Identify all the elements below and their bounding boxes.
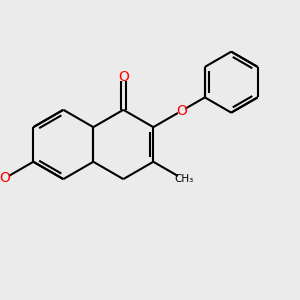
Text: O: O: [0, 171, 10, 185]
Text: O: O: [118, 70, 129, 84]
Text: CH₃: CH₃: [174, 174, 194, 184]
Text: O: O: [177, 103, 188, 118]
